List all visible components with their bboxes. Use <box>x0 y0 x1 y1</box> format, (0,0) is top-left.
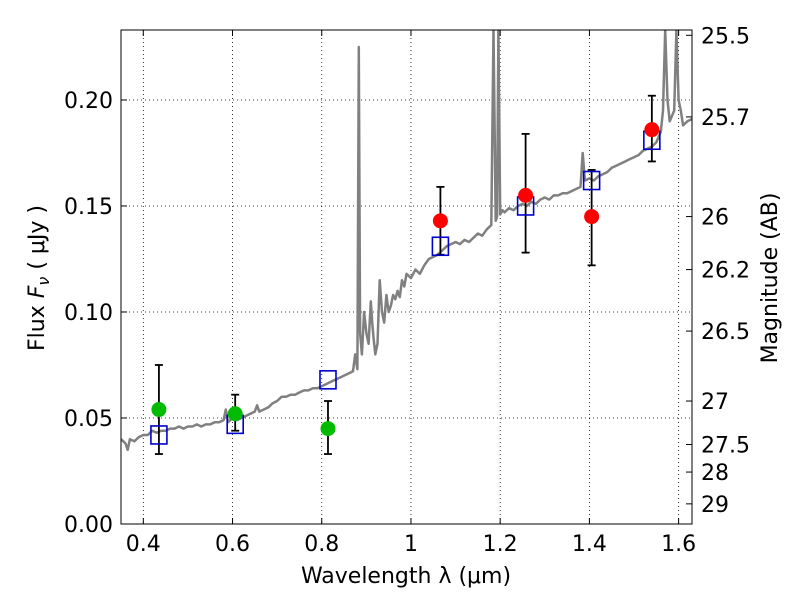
x-tick-label: 1.4 <box>572 532 607 557</box>
y-tick-label: 0.20 <box>64 89 113 114</box>
y-tick-label: 0.05 <box>64 407 113 432</box>
optical-point <box>227 406 243 422</box>
y2-tick-label: 27.5 <box>701 433 750 458</box>
y-tick-label: 0.10 <box>64 301 113 326</box>
plot-area <box>121 30 692 452</box>
nir-point <box>644 122 660 138</box>
model-photometry-square <box>582 170 601 191</box>
model-photometry-square <box>431 236 450 257</box>
nir-point <box>432 213 448 229</box>
x-tick-label: 1.2 <box>483 532 518 557</box>
y2-tick-label: 29 <box>701 493 729 518</box>
y2-tick-label: 28 <box>701 461 729 486</box>
y2-tick-label: 27 <box>701 390 729 415</box>
optical-point <box>151 402 167 418</box>
optical-point <box>320 421 336 437</box>
x-tick-label: 0.6 <box>215 532 250 557</box>
x-tick-label: 1 <box>404 532 418 557</box>
y2-tick-label: 26.5 <box>701 320 750 345</box>
y-tick-label: 0.00 <box>64 513 113 538</box>
x-axis-label: Wavelength λ (μm) <box>301 564 511 589</box>
model-photometry-square <box>150 425 168 445</box>
y-tick-label: 0.15 <box>64 195 113 220</box>
plot-frame <box>120 29 693 525</box>
nir-point <box>518 187 534 203</box>
y2-axis-label: Magnitude (AB) <box>758 193 783 364</box>
y-axis-label-var: F <box>25 285 50 298</box>
x-tick-label: 1.6 <box>661 532 696 557</box>
data-markers <box>150 94 661 455</box>
y2-tick-label: 25.7 <box>701 106 750 131</box>
y-axis-label: Flux Fν ( μJy ) <box>25 205 53 351</box>
y-axis-label-unit: ( μJy ) <box>25 205 50 277</box>
axes: 0.4 0.6 0.8 1 1.2 1.4 1.6 0.00 0.05 0.10 0.15 0.20 2… <box>64 24 750 557</box>
y2-tick-label: 26.2 <box>701 259 750 284</box>
x-tick-label: 0.8 <box>304 532 339 557</box>
model-photometry-square <box>319 370 337 390</box>
y-axis-label-sub: ν <box>34 277 53 286</box>
x-tick-label: 0.4 <box>126 532 161 557</box>
y2-tick-label: 25.5 <box>701 24 750 49</box>
spectrum-line <box>121 30 692 452</box>
nir-point <box>584 209 600 225</box>
y-axis-label-prefix: Flux <box>25 298 50 351</box>
y2-tick-label: 26 <box>701 206 729 231</box>
